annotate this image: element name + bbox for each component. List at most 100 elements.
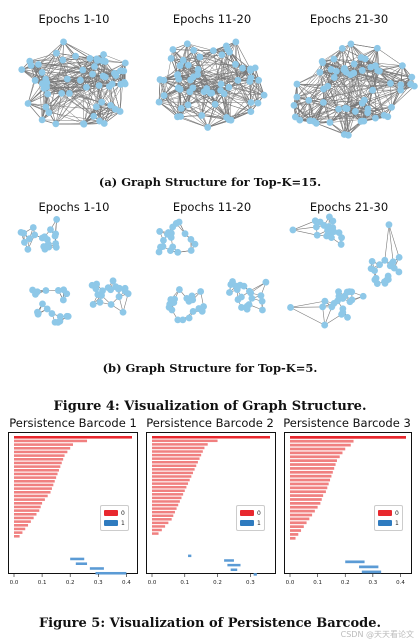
graph-node <box>320 222 328 229</box>
graph-node <box>312 119 320 127</box>
graph-edge <box>290 307 325 326</box>
barcode-bar-dim0 <box>290 470 333 474</box>
graph-title-b1: Epochs 1-10 <box>38 200 110 214</box>
graph-node <box>376 67 383 75</box>
graph-edge <box>38 59 63 65</box>
graph-edge <box>29 55 76 62</box>
graph-edge <box>103 54 126 64</box>
graph-edge <box>179 65 252 103</box>
graph-edge <box>344 48 378 135</box>
graph-node <box>194 66 202 73</box>
figure4-caption: Figure 4: Visualization of Graph Structu… <box>53 399 367 414</box>
barcode-bar-dim0 <box>14 439 88 443</box>
graph-edge <box>201 93 211 116</box>
graph-edge <box>254 67 259 104</box>
barcode-bar-dim1 <box>253 573 257 576</box>
graph-node <box>232 38 240 46</box>
graph-node <box>293 93 301 101</box>
barcode-tick-label: 0.3 <box>368 580 377 586</box>
graph-node <box>183 40 191 48</box>
graph-node <box>397 86 405 94</box>
graph-edge <box>69 62 126 94</box>
graph-node <box>80 120 88 128</box>
graph-node <box>42 287 50 294</box>
graph-node <box>95 82 103 89</box>
graph-node <box>239 64 246 72</box>
graph-node <box>83 83 90 91</box>
graph-node <box>121 59 129 67</box>
graph-node <box>381 256 389 264</box>
graph-node <box>398 62 406 70</box>
legend-swatch-dim0 <box>240 510 254 516</box>
barcode-bar-dim0 <box>290 474 332 478</box>
graph-edge <box>214 49 228 105</box>
legend-label-0: 0 <box>395 509 399 517</box>
graph-node <box>194 71 202 78</box>
barcode-bar-dim0 <box>152 489 185 493</box>
barcode-bar-dim0 <box>290 525 304 529</box>
graph-node <box>59 56 67 64</box>
barcode-bar-dim1 <box>230 568 238 572</box>
graph-node <box>174 84 182 92</box>
graph-edge <box>367 65 403 110</box>
barcode-bar-dim0 <box>14 476 57 479</box>
graph-edge <box>292 229 318 236</box>
barcode-bar-dim0 <box>152 464 197 468</box>
graph-edge <box>230 111 251 121</box>
graph-node <box>200 88 208 96</box>
graph-node <box>343 288 351 296</box>
graph-node <box>222 42 230 50</box>
graph-edge <box>41 59 64 73</box>
graph-edge <box>177 89 181 117</box>
graph-edge <box>313 68 345 122</box>
graph-node <box>187 76 194 84</box>
barcode-bar-dim0 <box>152 510 175 514</box>
barcode-bar-dim1 <box>75 562 88 565</box>
graph-node <box>53 49 60 57</box>
graph-edge <box>344 108 346 135</box>
graph-node <box>220 90 228 98</box>
graph-b2 <box>155 218 270 324</box>
graph-panel-a3: Epochs 21-30 <box>285 10 418 160</box>
graph-edge <box>295 84 298 117</box>
barcode-bar-dim0 <box>14 472 58 476</box>
graph-node <box>66 90 73 97</box>
graph-edge <box>86 87 102 103</box>
graph-node <box>260 91 268 99</box>
graph-node <box>54 318 62 326</box>
graph-a3 <box>290 40 418 139</box>
graph-edge <box>163 75 178 96</box>
barcode-bar-dim0 <box>290 443 351 447</box>
graph-node <box>335 229 343 237</box>
graph-edge <box>187 43 214 51</box>
graph-node <box>107 301 115 308</box>
graph-node <box>168 306 176 314</box>
graph-edge <box>345 108 349 136</box>
barcode-legend-2: 0 1 <box>236 505 265 531</box>
barcode-bar-dim0 <box>290 513 313 517</box>
graph-edge <box>199 56 252 103</box>
graph-node <box>342 104 349 112</box>
graph-edge <box>207 117 227 128</box>
graph-node <box>324 226 331 234</box>
graph-node <box>207 89 214 97</box>
graph-node <box>388 103 395 111</box>
graph-edge <box>93 108 116 117</box>
graph-node <box>155 98 163 106</box>
barcode-bar-dim0 <box>152 532 159 535</box>
barcode-bar-dim0 <box>14 450 68 454</box>
graph-node <box>45 109 53 117</box>
barcode-bar-dim0 <box>14 465 61 468</box>
barcode-bar-dim0 <box>152 460 198 464</box>
graph-node <box>329 217 337 225</box>
graph-node <box>38 116 46 124</box>
graph-node <box>217 80 225 88</box>
graph-edge <box>163 95 178 117</box>
graph-node <box>63 312 71 320</box>
graph-edge <box>391 85 415 108</box>
graph-node <box>109 277 117 285</box>
barcode-title-3: Persistence Barcode 3 <box>283 416 411 430</box>
graph-node <box>29 224 37 231</box>
graph-node <box>247 108 255 116</box>
graph-edge <box>27 80 36 104</box>
